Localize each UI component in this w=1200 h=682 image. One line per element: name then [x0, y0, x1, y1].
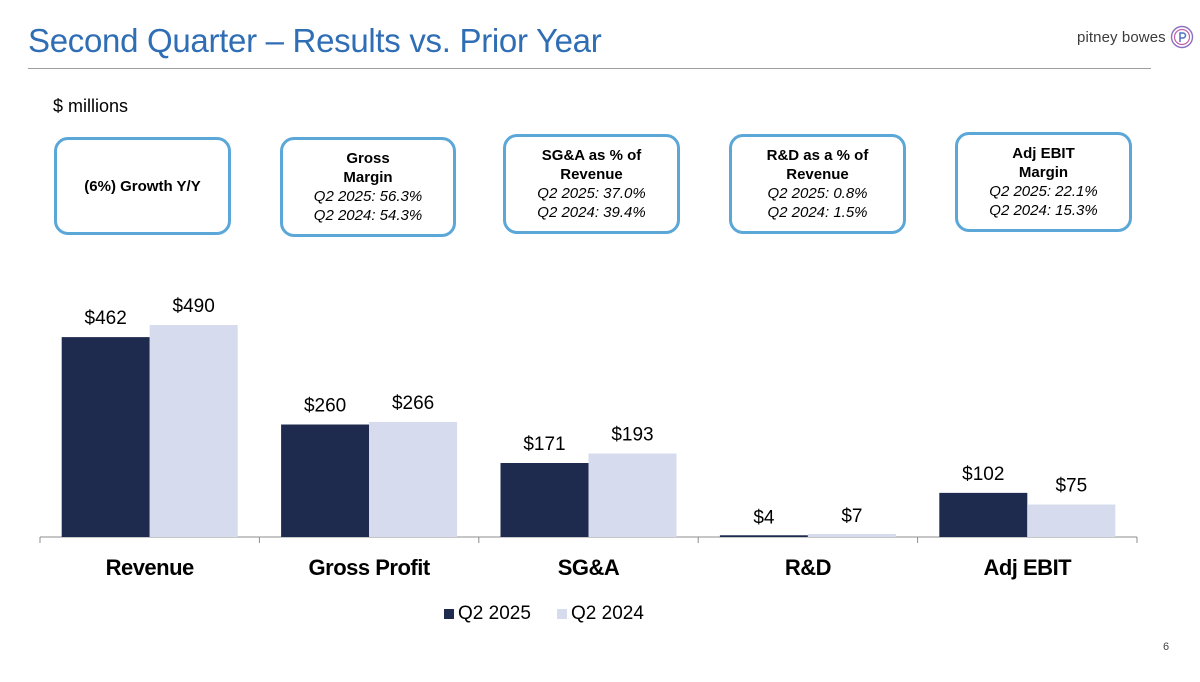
callout-heading: Gross [346, 150, 390, 167]
data-label: $4 [753, 507, 775, 528]
category-label: R&D [785, 555, 831, 580]
callout-heading: R&D as a % of [766, 147, 869, 164]
company-logo: pitney bowes [1077, 24, 1194, 50]
legend-swatch [444, 609, 454, 619]
data-label: $490 [173, 296, 215, 317]
callout-sga-percent: SG&A as % of Revenue Q2 2025: 37.0% Q2 2… [503, 134, 680, 234]
bar-q2-2024 [807, 533, 896, 537]
data-label: $193 [611, 424, 653, 445]
callout-heading: Margin [343, 169, 393, 186]
callout-value: Q2 2024: 15.3% [989, 202, 1098, 219]
legend-label: Q2 2025 [458, 603, 531, 624]
bar-q2-2025 [719, 535, 808, 537]
bar-q2-2024 [369, 421, 458, 537]
callout-rd-percent: R&D as a % of Revenue Q2 2025: 0.8% Q2 2… [729, 134, 906, 234]
data-label: $260 [304, 396, 346, 417]
category-label: SG&A [558, 555, 620, 580]
callout-heading: Adj EBIT [1012, 145, 1075, 162]
page-number: 6 [1163, 641, 1170, 653]
data-label: $75 [1055, 476, 1087, 497]
title-divider [28, 68, 1151, 69]
bar-q2-2025 [281, 424, 370, 537]
data-label: $102 [962, 464, 1004, 485]
logo-wordmark: pitney bowes [1077, 28, 1166, 46]
callout-value: Q2 2024: 39.4% [537, 204, 646, 221]
callout-gross-margin: Gross Margin Q2 2025: 56.3% Q2 2024: 54.… [280, 137, 456, 237]
bar-q2-2025 [500, 463, 589, 537]
data-label: $7 [841, 506, 862, 527]
slide-title: Second Quarter – Results vs. Prior Year [28, 22, 602, 59]
data-label: $462 [85, 308, 127, 329]
legend-swatch [557, 609, 567, 619]
callout-heading: (6%) Growth Y/Y [84, 177, 201, 195]
bar-q2-2024 [149, 325, 238, 537]
callout-value: Q2 2025: 56.3% [313, 188, 423, 205]
callout-heading: Revenue [560, 166, 623, 183]
units-label: $ millions [53, 96, 129, 116]
bar-q2-2024 [588, 453, 677, 537]
callout-value: Q2 2024: 54.3% [313, 207, 423, 224]
callout-heading: Revenue [786, 166, 849, 183]
callout-revenue-growth: (6%) Growth Y/Y [54, 137, 231, 235]
data-label: $171 [523, 434, 565, 455]
logo-p-icon [1170, 25, 1193, 49]
callout-heading: Margin [1018, 164, 1069, 181]
callout-value: Q2 2024: 1.5% [767, 204, 868, 221]
category-label: Revenue [106, 555, 194, 580]
bar-q2-2024 [1027, 504, 1116, 537]
callout-adj-ebit-margin: Adj EBIT Margin Q2 2025: 22.1% Q2 2024: … [955, 132, 1132, 232]
callout-value: Q2 2025: 0.8% [767, 185, 868, 202]
callout-value: Q2 2025: 22.1% [989, 183, 1098, 200]
bar-q2-2025 [939, 492, 1028, 537]
category-label: Gross Profit [309, 555, 431, 580]
callout-heading: SG&A as % of [541, 147, 642, 164]
data-label: $266 [392, 393, 434, 414]
legend-label: Q2 2024 [571, 603, 644, 624]
callout-value: Q2 2025: 37.0% [537, 185, 646, 202]
bar-q2-2025 [61, 337, 150, 537]
category-label: Adj EBIT [983, 555, 1072, 580]
